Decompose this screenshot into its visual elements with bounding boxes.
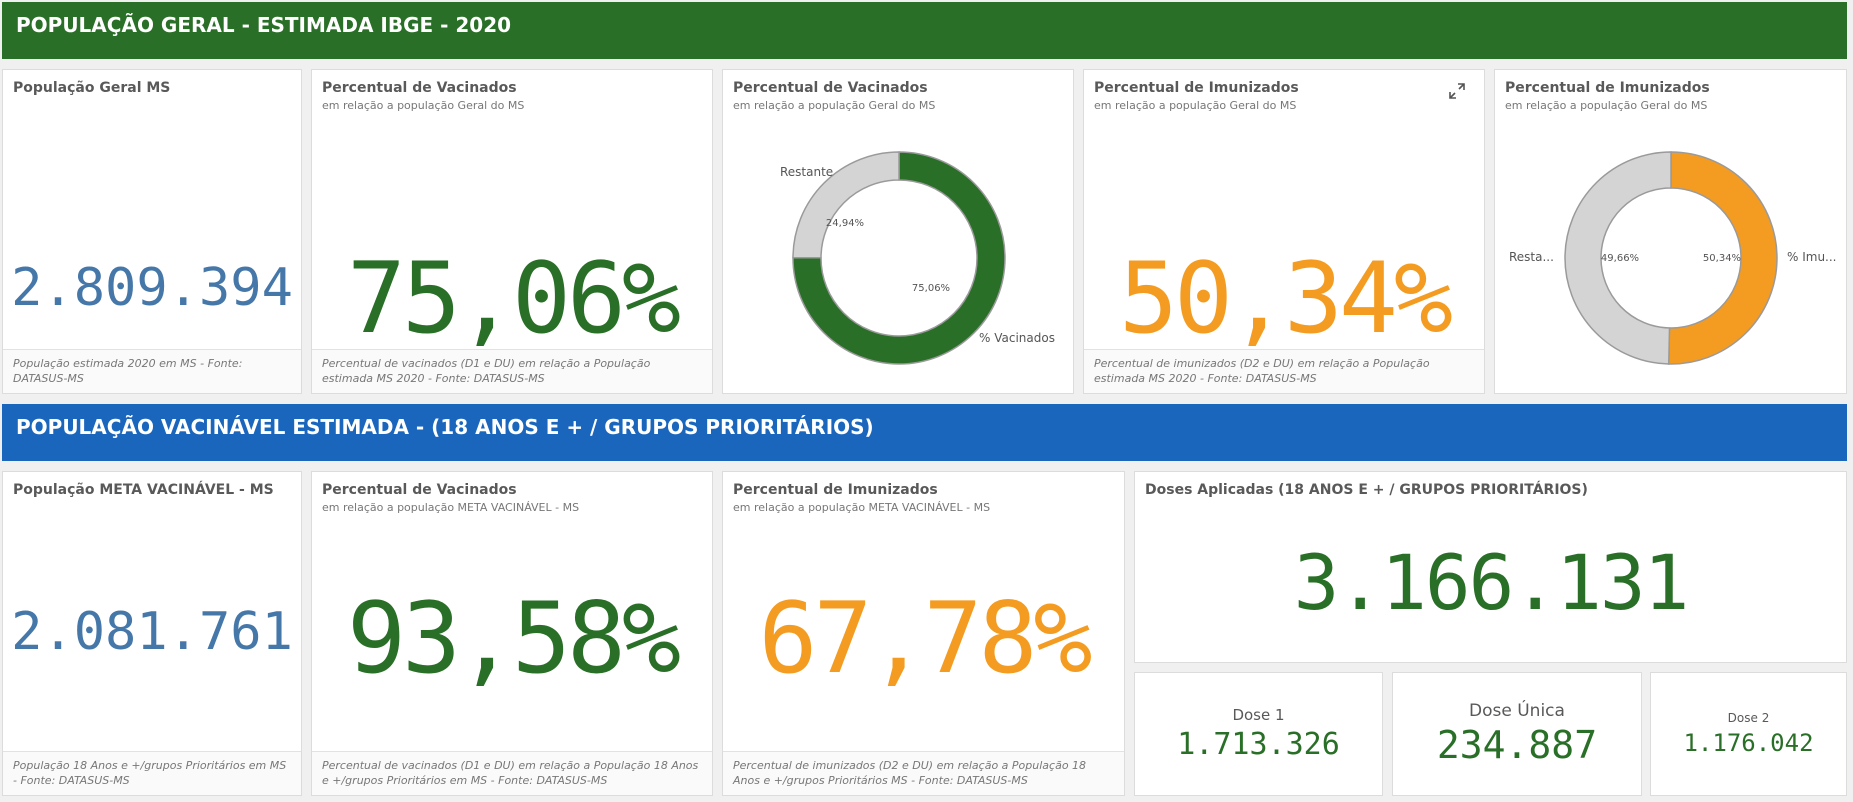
card-subtitle: em relação a população META VACINÁVEL - … bbox=[733, 501, 991, 514]
section-banner-geral: POPULAÇÃO GERAL - ESTIMADA IBGE - 2020 bbox=[2, 2, 1847, 59]
kpi-value: 2.809.394 bbox=[11, 258, 293, 318]
card-title: População META VACINÁVEL - MS bbox=[13, 482, 274, 498]
kpi-value: 2.081.761 bbox=[11, 602, 293, 662]
card-title: Percentual de Vacinados bbox=[322, 80, 517, 96]
card-footer: Percentual de vacinados (D1 e DU) em rel… bbox=[312, 751, 712, 795]
dose-value: 1.713.326 bbox=[1177, 727, 1340, 762]
kpi-card-imunizados-geral[interactable]: Percentual de Imunizados em relação a po… bbox=[1083, 69, 1485, 394]
section-banner-vacinavel: POPULAÇÃO VACINÁVEL ESTIMADA - (18 ANOS … bbox=[2, 404, 1847, 461]
card-title: População Geral MS bbox=[13, 80, 171, 96]
card-title: Percentual de Imunizados bbox=[1094, 80, 1299, 96]
kpi-card-imunizados-meta[interactable]: Percentual de Imunizados em relação a po… bbox=[722, 471, 1125, 796]
kpi-value: 93,58% bbox=[346, 582, 681, 696]
card-footer: População 18 Anos e +/grupos Prioritário… bbox=[3, 751, 301, 795]
card-footer: Percentual de imunizados (D2 e DU) em re… bbox=[1084, 349, 1484, 393]
card-title: Percentual de Imunizados bbox=[733, 482, 938, 498]
kpi-card-vacinados-geral[interactable]: Percentual de Vacinados em relação a pop… bbox=[311, 69, 713, 394]
donut-slice-0[interactable] bbox=[1564, 151, 1672, 365]
card-subtitle: em relação a população Geral do MS bbox=[322, 99, 525, 112]
card-footer: População estimada 2020 em MS - Fonte: D… bbox=[3, 349, 301, 393]
card-subtitle: em relação a população Geral do MS bbox=[1505, 99, 1708, 112]
donut-value-label: 49,66% bbox=[1601, 253, 1639, 264]
dose-value: 234.887 bbox=[1436, 723, 1598, 767]
donut-card-vacinados[interactable]: Percentual de Vacinados em relação a pop… bbox=[722, 69, 1074, 394]
donut-slice-0[interactable] bbox=[792, 151, 900, 259]
expand-icon[interactable] bbox=[1448, 82, 1466, 100]
donut-value-label: 24,94% bbox=[826, 218, 864, 229]
kpi-card-doses-aplicadas[interactable]: Doses Aplicadas (18 ANOS E + / GRUPOS PR… bbox=[1134, 471, 1847, 663]
card-subtitle: em relação a população META VACINÁVEL - … bbox=[322, 501, 580, 514]
dose-label: Dose Única bbox=[1469, 701, 1565, 721]
donut-slice-1[interactable] bbox=[792, 151, 1006, 365]
card-subtitle: em relação a população Geral do MS bbox=[1094, 99, 1297, 112]
dose-value: 1.176.042 bbox=[1683, 729, 1814, 757]
kpi-value: 50,34% bbox=[1118, 242, 1453, 356]
card-title: Percentual de Vacinados bbox=[733, 80, 928, 96]
donut-slice-1[interactable] bbox=[1667, 151, 1778, 365]
section-title-vacinavel: POPULAÇÃO VACINÁVEL ESTIMADA - (18 ANOS … bbox=[16, 415, 874, 439]
card-title: Percentual de Imunizados bbox=[1505, 80, 1710, 96]
kpi-card-populacao-geral[interactable]: População Geral MS 2.809.394 População e… bbox=[2, 69, 302, 394]
kpi-card-dose-2[interactable]: Dose 2 1.176.042 bbox=[1650, 672, 1847, 796]
donut-category-label: % Imu... bbox=[1787, 250, 1837, 264]
dose-label: Dose 1 bbox=[1232, 706, 1285, 724]
donut-value-label: 50,34% bbox=[1703, 253, 1741, 264]
donut-category-label: Restante bbox=[780, 165, 833, 179]
donut-category-label: Resta... bbox=[1509, 250, 1554, 264]
kpi-card-dose-unica[interactable]: Dose Única 234.887 bbox=[1392, 672, 1642, 796]
card-title: Doses Aplicadas (18 ANOS E + / GRUPOS PR… bbox=[1145, 482, 1588, 498]
kpi-value: 3.166.131 bbox=[1293, 538, 1690, 627]
kpi-card-populacao-meta[interactable]: População META VACINÁVEL - MS 2.081.761 … bbox=[2, 471, 302, 796]
card-footer: Percentual de imunizados (D2 e DU) em re… bbox=[723, 751, 1124, 795]
card-subtitle: em relação a população Geral do MS bbox=[733, 99, 936, 112]
donut-chart-imunizados[interactable]: Resta... % Imu... 49,66% 50,34% bbox=[1495, 70, 1848, 395]
donut-chart-vacinados[interactable]: Restante % Vacinados 24,94% 75,06% bbox=[723, 70, 1075, 395]
section-title-geral: POPULAÇÃO GERAL - ESTIMADA IBGE - 2020 bbox=[16, 13, 512, 37]
kpi-card-vacinados-meta[interactable]: Percentual de Vacinados em relação a pop… bbox=[311, 471, 713, 796]
donut-category-label: % Vacinados bbox=[979, 331, 1055, 345]
donut-value-label: 75,06% bbox=[912, 283, 950, 294]
kpi-card-dose-1[interactable]: Dose 1 1.713.326 bbox=[1134, 672, 1383, 796]
kpi-value: 75,06% bbox=[346, 242, 681, 356]
dose-label: Dose 2 bbox=[1727, 711, 1770, 725]
card-footer: Percentual de vacinados (D1 e DU) em rel… bbox=[312, 349, 712, 393]
card-title: Percentual de Vacinados bbox=[322, 482, 517, 498]
kpi-value: 67,78% bbox=[758, 582, 1092, 696]
donut-card-imunizados[interactable]: Percentual de Imunizados em relação a po… bbox=[1494, 69, 1847, 394]
